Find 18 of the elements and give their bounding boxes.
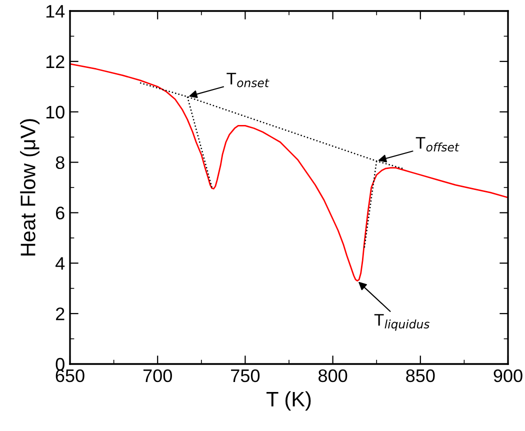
x-tick-label: 750 <box>231 369 260 382</box>
y-tick-label: 8 <box>56 156 64 170</box>
x-tick-label: 850 <box>406 369 435 382</box>
y-axis-title: Heat Flow (μV) <box>20 119 40 256</box>
annotation: T$_{onset}$ <box>226 72 270 88</box>
annotation: T$_{offset}$ <box>416 137 460 152</box>
x-tick-label: 700 <box>143 369 172 382</box>
y-tick-label: 14 <box>46 5 65 18</box>
x-tick-label: 800 <box>318 369 348 382</box>
x-axis-title: T (K) <box>266 391 311 411</box>
x-tick-label: 650 <box>56 369 84 382</box>
y-tick-label: 2 <box>56 308 64 320</box>
y-tick-label: 12 <box>46 55 64 68</box>
y-tick-label: 4 <box>56 257 65 270</box>
y-tick-label: 10 <box>46 106 64 119</box>
annotation: T$_{liquidus}$ <box>374 314 430 331</box>
x-tick-label: 900 <box>494 369 522 382</box>
y-tick-label: 6 <box>56 206 64 220</box>
